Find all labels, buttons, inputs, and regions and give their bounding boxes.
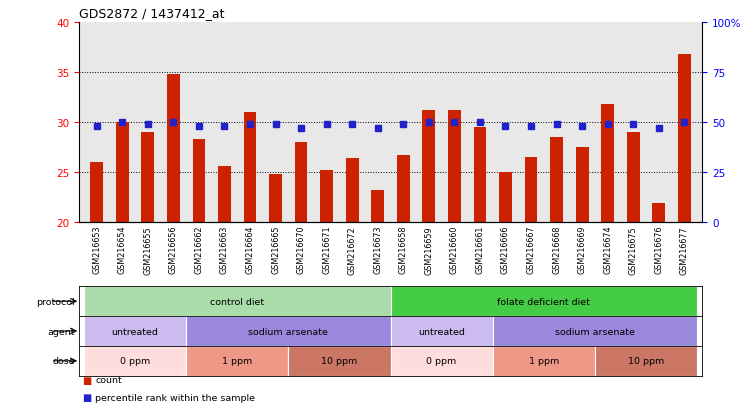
Bar: [493, 346, 595, 376]
Bar: [269, 175, 282, 223]
Text: ■: ■: [83, 392, 92, 402]
Text: untreated: untreated: [418, 327, 465, 336]
Bar: [499, 173, 512, 223]
Bar: [493, 316, 697, 346]
Bar: [423, 111, 436, 223]
Bar: [595, 346, 697, 376]
Text: percentile rank within the sample: percentile rank within the sample: [95, 393, 255, 402]
Bar: [391, 346, 493, 376]
Bar: [218, 166, 231, 223]
Text: count: count: [95, 375, 122, 385]
Bar: [167, 75, 179, 223]
Text: sodium arsenate: sodium arsenate: [555, 327, 635, 336]
Bar: [186, 346, 288, 376]
Text: 1 ppm: 1 ppm: [529, 356, 559, 366]
Text: folate deficient diet: folate deficient diet: [497, 297, 590, 306]
Bar: [320, 171, 333, 223]
Text: dose: dose: [53, 356, 75, 366]
Bar: [345, 159, 358, 223]
Bar: [141, 133, 154, 223]
Text: 0 ppm: 0 ppm: [427, 356, 457, 366]
Text: 1 ppm: 1 ppm: [222, 356, 252, 366]
Text: sodium arsenate: sodium arsenate: [249, 327, 328, 336]
Bar: [288, 346, 391, 376]
Bar: [84, 346, 186, 376]
Text: GDS2872 / 1437412_at: GDS2872 / 1437412_at: [79, 7, 225, 20]
Bar: [90, 163, 103, 223]
Bar: [678, 55, 691, 223]
Bar: [627, 133, 640, 223]
Text: 0 ppm: 0 ppm: [120, 356, 150, 366]
Bar: [391, 316, 493, 346]
Bar: [116, 123, 128, 223]
Bar: [294, 142, 307, 223]
Text: protocol: protocol: [37, 297, 75, 306]
Text: untreated: untreated: [112, 327, 158, 336]
Bar: [576, 147, 589, 223]
Text: agent: agent: [47, 327, 75, 336]
Bar: [525, 158, 538, 223]
Text: 10 ppm: 10 ppm: [628, 356, 664, 366]
Bar: [192, 140, 205, 223]
Bar: [397, 156, 410, 223]
Bar: [84, 316, 186, 346]
Bar: [653, 204, 665, 223]
Bar: [474, 128, 487, 223]
Bar: [550, 138, 563, 223]
Bar: [448, 111, 461, 223]
Bar: [243, 113, 256, 223]
Bar: [84, 287, 391, 316]
Bar: [371, 191, 384, 223]
Text: control diet: control diet: [210, 297, 264, 306]
Bar: [186, 316, 391, 346]
Bar: [391, 287, 697, 316]
Text: 10 ppm: 10 ppm: [321, 356, 357, 366]
Bar: [602, 104, 614, 223]
Text: ■: ■: [83, 375, 92, 385]
